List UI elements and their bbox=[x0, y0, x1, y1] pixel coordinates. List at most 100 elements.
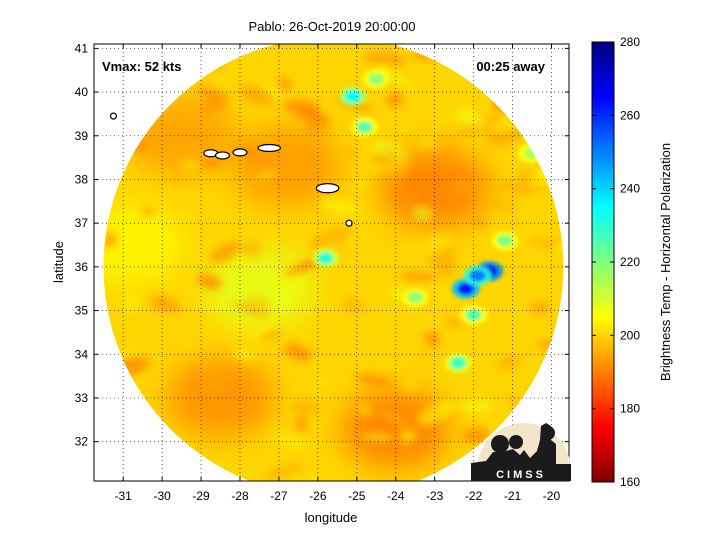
texture-streak bbox=[471, 217, 488, 228]
cimss-logo: CIMSS bbox=[471, 423, 571, 481]
texture-streak bbox=[103, 231, 117, 249]
texture-streak bbox=[357, 405, 374, 416]
texture-streak bbox=[232, 302, 271, 318]
colorbar-tick-label: 200 bbox=[620, 328, 640, 342]
texture-streak bbox=[197, 273, 222, 290]
texture-streak bbox=[197, 374, 229, 393]
texture-streak bbox=[423, 233, 452, 251]
texture-streak bbox=[485, 125, 526, 146]
texture-streak bbox=[270, 431, 311, 451]
texture-streak bbox=[423, 331, 441, 348]
y-tick-label: 39 bbox=[75, 129, 89, 143]
texture-streak bbox=[341, 296, 366, 312]
island-outline bbox=[232, 148, 248, 157]
texture-streak bbox=[302, 120, 331, 136]
texture-streak bbox=[199, 158, 225, 168]
cold-cell bbox=[368, 72, 385, 85]
island-outline bbox=[345, 219, 353, 227]
texture-streak bbox=[175, 371, 201, 379]
texture-streak bbox=[273, 290, 292, 308]
cold-cell bbox=[457, 282, 474, 295]
texture-streak bbox=[282, 257, 322, 279]
cold-cell bbox=[344, 90, 361, 103]
cold-cell bbox=[356, 121, 373, 134]
y-tick-label: 32 bbox=[75, 435, 89, 449]
cold-cell bbox=[465, 308, 482, 321]
texture-streak bbox=[402, 376, 419, 392]
texture-streak bbox=[282, 100, 321, 115]
texture-streak bbox=[198, 87, 231, 105]
texture-streak bbox=[354, 373, 393, 386]
island-outline bbox=[109, 112, 118, 120]
x-tick-label: -30 bbox=[153, 489, 171, 503]
colorbar-label: Brightness Temp - Horizontal Polarizatio… bbox=[658, 143, 673, 381]
colorbar-tick-label: 160 bbox=[620, 475, 640, 489]
texture-streak bbox=[328, 403, 350, 414]
x-tick-label: -23 bbox=[426, 489, 444, 503]
x-tick-label: -29 bbox=[192, 489, 210, 503]
y-tick-label: 37 bbox=[75, 216, 89, 230]
texture-streak bbox=[427, 246, 459, 267]
texture-streak bbox=[352, 179, 373, 189]
y-axis: 32 33 34 35 36 37 38 39 40 41 bbox=[75, 41, 569, 449]
texture-streak bbox=[232, 348, 257, 361]
x-tick-label: -26 bbox=[309, 489, 327, 503]
texture-streak bbox=[263, 464, 303, 479]
colorbar-ticks: 160 180 200 220 240 260 280 bbox=[592, 35, 640, 489]
texture-streak bbox=[247, 322, 277, 339]
colorbar-tick-label: 260 bbox=[620, 108, 640, 122]
colorbar-tick-label: 220 bbox=[620, 255, 640, 269]
field-region bbox=[204, 248, 315, 329]
y-tick-label: 41 bbox=[75, 41, 89, 55]
grid-lines bbox=[94, 44, 569, 481]
texture-streak bbox=[466, 365, 498, 386]
time-away-annotation: 00:25 away bbox=[476, 59, 545, 74]
texture-streak bbox=[399, 272, 438, 281]
island-outline bbox=[315, 183, 340, 194]
texture-streak bbox=[385, 92, 404, 108]
texture-streak bbox=[496, 356, 522, 370]
texture-streak bbox=[337, 146, 362, 160]
logo-text: CIMSS bbox=[496, 469, 546, 481]
texture-streak bbox=[259, 83, 285, 97]
x-tick-label: -28 bbox=[231, 489, 249, 503]
axes-frame bbox=[93, 43, 570, 482]
texture-streak bbox=[524, 225, 556, 240]
cold-cell bbox=[317, 252, 334, 265]
texture-streak bbox=[372, 141, 410, 161]
texture-streak bbox=[362, 432, 394, 442]
island-outline bbox=[214, 151, 231, 160]
texture-streak bbox=[294, 415, 308, 433]
texture-streak bbox=[263, 337, 276, 349]
island-outline bbox=[257, 143, 282, 153]
x-tick-label: -31 bbox=[115, 489, 133, 503]
x-tick-label: -27 bbox=[270, 489, 288, 503]
texture-streak bbox=[530, 301, 551, 315]
texture-streak bbox=[297, 111, 330, 124]
colorbar-tick-label: 240 bbox=[620, 182, 640, 196]
texture-streak bbox=[266, 275, 305, 288]
logo-dish-2 bbox=[509, 435, 523, 449]
field-region bbox=[103, 205, 186, 286]
texture-streak bbox=[367, 160, 408, 171]
texture-streak bbox=[498, 192, 521, 207]
texture-streak bbox=[451, 177, 469, 195]
texture-streak bbox=[123, 294, 139, 313]
texture-streak bbox=[461, 115, 488, 130]
texture-streak bbox=[479, 291, 519, 315]
texture-streak bbox=[447, 317, 461, 328]
texture-streak bbox=[457, 399, 493, 414]
swath-layer bbox=[103, 44, 564, 481]
x-tick-label: -21 bbox=[504, 489, 522, 503]
cold-cell bbox=[469, 269, 486, 282]
texture-streak bbox=[254, 171, 279, 180]
cold-cell bbox=[450, 357, 467, 370]
texture-streak bbox=[278, 75, 292, 93]
texture-streak bbox=[414, 147, 454, 160]
logo-dish-1 bbox=[491, 435, 509, 453]
texture-streak bbox=[242, 240, 262, 258]
field-region bbox=[231, 126, 342, 207]
vmax-annotation: Vmax: 52 kts bbox=[102, 59, 182, 74]
x-tick-label: -20 bbox=[543, 489, 561, 503]
